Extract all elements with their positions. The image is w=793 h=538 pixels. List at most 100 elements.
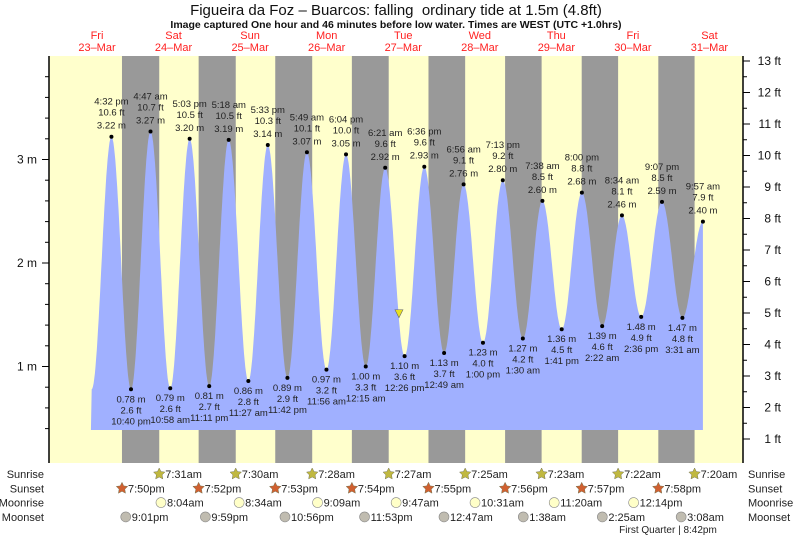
low-tide-point: [559, 327, 564, 332]
high-tide-label: 5:03 pm: [172, 99, 206, 110]
high-tide-label: 3.27 m: [136, 116, 165, 127]
high-tide-label: 3.07 m: [292, 136, 321, 147]
row-label-left: Moonset: [2, 512, 44, 524]
moonset-circle-icon: [279, 511, 291, 523]
low-tide-label: 1:30 am: [506, 366, 540, 377]
astro-time: 7:27am: [395, 469, 432, 481]
tide-area: [90, 131, 703, 430]
astro-time: 7:54pm: [358, 483, 395, 495]
high-tide-label: 6:56 am: [446, 144, 480, 155]
right-tick-label: 9 ft: [764, 180, 781, 194]
low-tide-point: [207, 384, 212, 389]
sunset-star-icon: [115, 481, 129, 494]
high-tide-label: 9:57 am: [686, 182, 720, 193]
day-label: Sat: [701, 30, 718, 42]
high-tide-label: 5:49 am: [290, 112, 324, 123]
high-tide-label: 10.5 ft: [176, 110, 203, 121]
sunrise-star-icon: [382, 467, 395, 480]
high-tide-label: 9.1 ft: [453, 155, 474, 166]
sunset-star-icon: [498, 481, 512, 494]
low-tide-point: [520, 336, 525, 341]
right-tick-label: 7 ft: [764, 243, 781, 257]
low-tide-point: [480, 340, 485, 345]
astro-time: 7:28am: [318, 469, 355, 481]
date-label: 25–Mar: [231, 42, 269, 54]
right-tick-label: 12 ft: [758, 86, 782, 100]
low-tide-label: 1.36 m: [547, 334, 576, 345]
low-tide-label: 4.6 ft: [592, 342, 613, 353]
high-tide-label: 2.60 m: [528, 185, 557, 196]
high-tide-point: [265, 143, 270, 148]
moonrise-circle-icon: [390, 497, 402, 508]
high-tide-label: 10.1 ft: [294, 123, 321, 134]
right-tick-label: 2 ft: [764, 401, 781, 415]
high-tide-label: 8.1 ft: [611, 186, 632, 197]
low-tide-label: 2.7 ft: [199, 402, 220, 413]
date-label: 24–Mar: [155, 42, 193, 54]
sunset-star-icon: [268, 481, 282, 494]
high-tide-point: [187, 136, 192, 141]
low-tide-point: [324, 367, 329, 372]
high-tide-label: 7.9 ft: [692, 193, 713, 204]
low-tide-label: 2:36 pm: [624, 344, 658, 355]
astro-time: 7:50pm: [128, 483, 165, 495]
astro-time: 7:56pm: [511, 483, 548, 495]
low-tide-label: 4.0 ft: [472, 359, 493, 370]
low-tide-label: 1.23 m: [468, 348, 497, 359]
high-tide-label: 8.5 ft: [651, 173, 672, 184]
astro-time: 1:38am: [529, 512, 566, 524]
astro-time: 7:22am: [624, 469, 661, 481]
astro-time: 7:20am: [701, 469, 738, 481]
sunset-star-icon: [422, 481, 435, 494]
sunrise-star-icon: [611, 467, 625, 480]
high-tide-label: 7:13 pm: [486, 140, 520, 151]
sunrise-star-icon: [229, 467, 243, 480]
high-tide-label: 5:18 am: [212, 100, 246, 111]
day-label: Mon: [316, 30, 337, 42]
right-tick-label: 5 ft: [764, 306, 781, 320]
low-tide-label: 4.2 ft: [512, 355, 533, 366]
low-tide-label: 11:42 pm: [268, 405, 307, 416]
high-tide-label: 8.8 ft: [571, 164, 592, 175]
current-level-marker: [394, 309, 404, 319]
astro-time: 3:08am: [687, 512, 724, 524]
date-label: 27–Mar: [385, 42, 423, 54]
astro-time: 7:23am: [548, 469, 585, 481]
moonset-circle-icon: [200, 511, 211, 523]
day-label: Fri: [91, 30, 104, 42]
moonrise-circle-icon: [548, 497, 560, 508]
right-tick-label: 1 ft: [764, 432, 781, 446]
row-label-right: Sunrise: [748, 469, 785, 481]
low-tide-label: 11:11 pm: [190, 413, 228, 424]
high-tide-label: 6:36 pm: [407, 127, 441, 138]
high-tide-label: 4:47 am: [133, 92, 167, 103]
low-tide-point: [680, 315, 685, 320]
low-tide-label: 1.00 m: [351, 372, 380, 383]
high-tide-label: 8.5 ft: [532, 172, 553, 183]
high-tide-point: [344, 152, 349, 157]
low-tide-point: [363, 364, 368, 369]
astro-time: 9:09am: [324, 498, 361, 510]
low-tide-label: 2.9 ft: [277, 394, 298, 405]
high-tide-label: 3.20 m: [175, 123, 204, 134]
astro-time: 7:55pm: [434, 483, 471, 495]
high-tide-point: [422, 164, 427, 169]
high-tide-label: 10.5 ft: [216, 111, 243, 122]
moonrise-circle-icon: [155, 497, 167, 508]
day-label: Sun: [240, 30, 260, 42]
low-tide-label: 1.48 m: [627, 322, 656, 333]
astro-time: 10:56pm: [291, 512, 334, 524]
moonrise-circle-icon: [469, 497, 481, 508]
astro-time: 2:25am: [608, 512, 645, 524]
moonrise-circle-icon: [233, 497, 245, 508]
low-tide-label: 1.27 m: [508, 344, 537, 355]
date-label: 30–Mar: [614, 42, 652, 54]
low-tide-label: 11:27 am: [229, 408, 268, 419]
sunrise-star-icon: [305, 467, 319, 480]
low-tide-label: 2:22 am: [585, 353, 619, 364]
date-label: 29–Mar: [538, 42, 576, 54]
astro-time: 9:01pm: [132, 512, 169, 524]
astro-time: 7:57pm: [588, 483, 625, 495]
high-tide-label: 2.46 m: [607, 199, 636, 210]
low-tide-label: 4.5 ft: [551, 345, 572, 356]
